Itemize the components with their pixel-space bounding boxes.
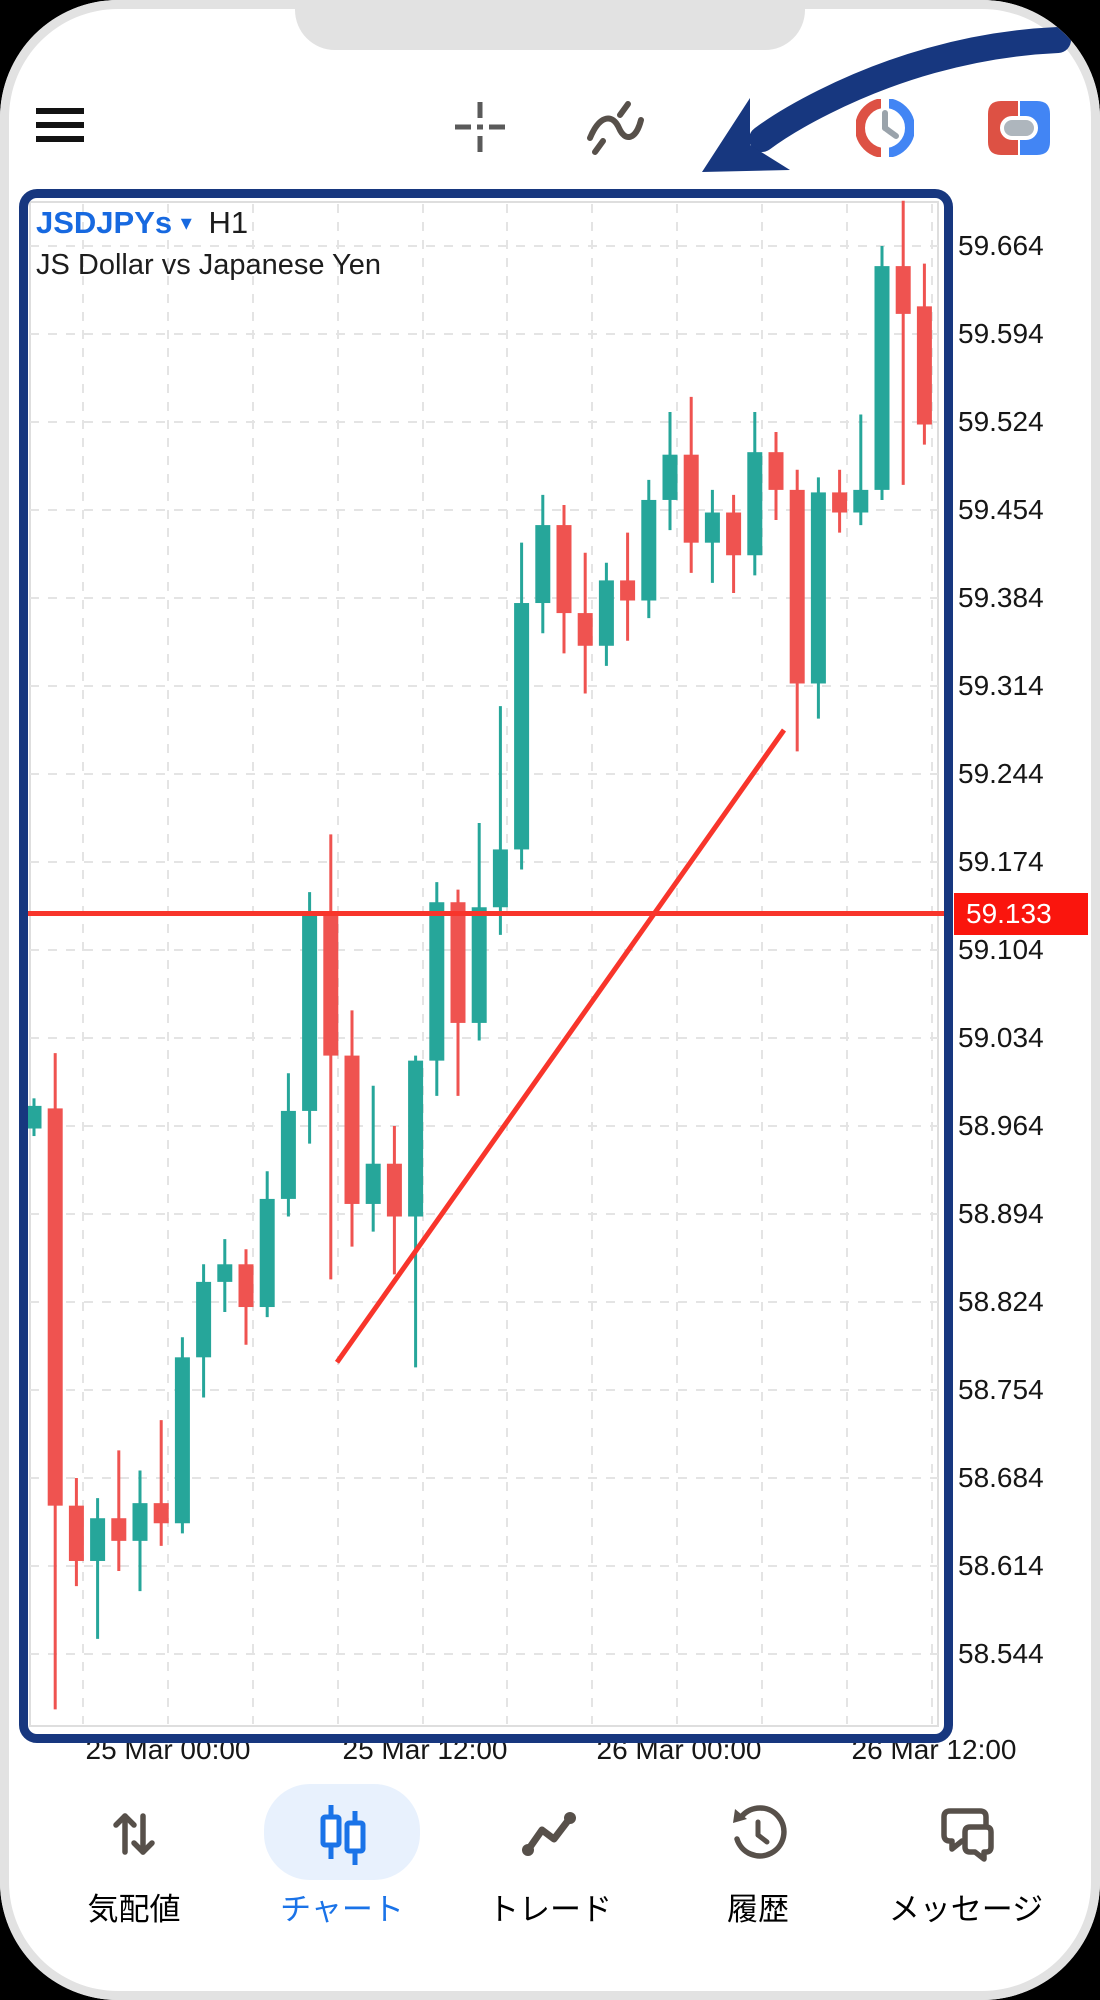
nav-label-chart: チャート <box>280 1892 404 1927</box>
price-tick-label: 58.824 <box>958 1286 1044 1317</box>
price-tick-label: 59.244 <box>958 758 1044 789</box>
chart-candles-icon <box>314 1798 370 1870</box>
nav-item-messages[interactable]: メッセージ <box>871 1770 1061 1929</box>
time-tick-label: 25 Mar 00:00 <box>85 1734 251 1765</box>
price-tick-label: 59.384 <box>958 582 1044 613</box>
price-tick-label: 59.104 <box>958 934 1044 965</box>
price-tick-label: 58.894 <box>958 1198 1044 1229</box>
price-tick-label: 59.594 <box>958 318 1044 349</box>
nav-item-history[interactable]: 履歴 <box>663 1770 853 1929</box>
price-tick-label: 59.314 <box>958 670 1044 701</box>
messages-bubbles-icon <box>936 1798 996 1870</box>
time-tick-label: 26 Mar 12:00 <box>851 1734 1017 1765</box>
crosshair-icon[interactable] <box>455 102 505 152</box>
timeframe-label: H1 <box>208 205 249 240</box>
time-tick-label: 25 Mar 12:00 <box>342 1734 508 1765</box>
price-tick-label: 59.034 <box>958 1022 1044 1053</box>
price-tick-label: 59.524 <box>958 406 1044 437</box>
timeframe-clock-icon[interactable] <box>856 99 914 157</box>
active-pill <box>264 1784 420 1880</box>
price-tick-label: 59.664 <box>958 230 1044 261</box>
symbol-caret-icon[interactable]: ▾ <box>180 210 192 235</box>
price-tick-label: 58.964 <box>958 1110 1044 1141</box>
symbol-selector[interactable]: JSDJPYs <box>36 205 173 240</box>
menu-icon[interactable] <box>36 108 86 144</box>
nav-item-trade[interactable]: トレード <box>455 1770 645 1929</box>
indicators-icon[interactable] <box>586 98 644 156</box>
nav-item-chart[interactable]: チャート <box>247 1770 437 1929</box>
price-tick-label: 58.614 <box>958 1550 1044 1581</box>
bottom-navigation: 気配値 チャート <box>0 1770 1100 2000</box>
price-line-badge: 59.133 <box>954 892 1088 935</box>
price-tick-label: 59.174 <box>958 846 1044 877</box>
price-tick-label: 58.544 <box>958 1638 1044 1669</box>
one-click-trading-icon[interactable] <box>988 101 1050 155</box>
price-tick-label: 58.754 <box>958 1374 1044 1405</box>
quotes-arrows-icon <box>106 1798 162 1870</box>
trade-trendline-icon <box>520 1798 580 1870</box>
nav-label-quotes: 気配値 <box>87 1892 181 1927</box>
nav-label-history: 履歴 <box>727 1892 789 1927</box>
price-tick-label: 59.454 <box>958 494 1044 525</box>
nav-label-messages: メッセージ <box>888 1892 1044 1927</box>
history-clock-icon <box>729 1798 787 1870</box>
symbol-description: JS Dollar vs Japanese Yen <box>36 248 381 281</box>
chart-header: JSDJPYs ▾ H1 JS Dollar vs Japanese Yen <box>36 204 381 283</box>
price-tick-label: 58.684 <box>958 1462 1044 1493</box>
time-tick-label: 26 Mar 00:00 <box>596 1734 762 1765</box>
nav-item-quotes[interactable]: 気配値 <box>39 1770 229 1929</box>
phone-notch <box>295 0 805 50</box>
nav-label-trade: トレード <box>488 1892 612 1927</box>
